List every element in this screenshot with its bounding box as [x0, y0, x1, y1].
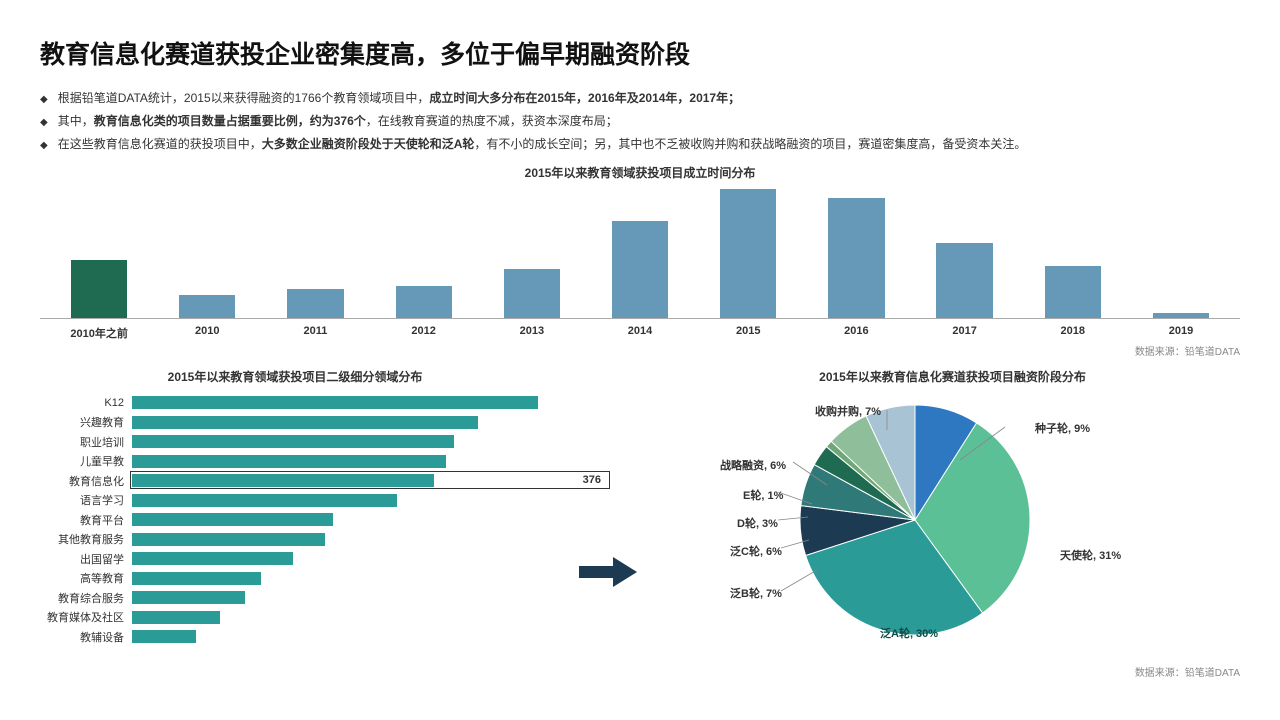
bullet-2: 其中，教育信息化类的项目数量占据重要比例，约为376个，在线教育赛道的热度不减，…: [40, 112, 1240, 129]
left-hbar-chart: 2015年以来教育领域获投项目二级细分领域分布 K12兴趣教育职业培训儿童早教教…: [40, 368, 550, 675]
bar-label: 2010: [153, 325, 261, 341]
bar-label: 2019: [1127, 325, 1235, 341]
pie-label: 泛B轮, 7%: [730, 585, 782, 601]
left-chart-title: 2015年以来教育领域获投项目二级细分领域分布: [40, 368, 550, 385]
hbar-row: 其他教育服务: [40, 530, 550, 550]
arrow-icon: [565, 368, 650, 675]
bar-label: 2010年之前: [45, 325, 153, 341]
pie-label: 泛A轮, 30%: [880, 625, 938, 641]
pie-label: 天使轮, 31%: [1060, 547, 1121, 563]
hbar-row: 语言学习: [40, 491, 550, 511]
hbar-row: 教育综合服务: [40, 588, 550, 608]
pie-chart: 2015年以来教育信息化赛道获投项目融资阶段分布 种子轮, 9% 天使轮, 31%…: [665, 368, 1240, 675]
pie-label: 战略融资, 6%: [720, 457, 786, 473]
top-source: 数据来源：铅笔道DATA: [40, 343, 1240, 358]
hbar-row: 兴趣教育: [40, 413, 550, 433]
bullet-1: 根据铅笔道DATA统计，2015以来获得融资的1766个教育领域项目中，成立时间…: [40, 89, 1240, 106]
pie-label: E轮, 1%: [743, 487, 783, 503]
hbar-row: 儿童早教: [40, 452, 550, 472]
hbar-row: 教育媒体及社区: [40, 608, 550, 628]
pie-label: 收购并购, 7%: [815, 403, 881, 419]
bar-label: 2011: [261, 325, 369, 341]
hbar-row: 教育平台: [40, 510, 550, 530]
top-chart-title: 2015年以来教育领域获投项目成立时间分布: [40, 164, 1240, 181]
bar-label: 2018: [1019, 325, 1127, 341]
hbar-row: 教辅设备: [40, 627, 550, 647]
pie-label: 种子轮, 9%: [1035, 420, 1090, 436]
pie-label: D轮, 3%: [737, 515, 778, 531]
bar-label: 2012: [370, 325, 478, 341]
hbar-row: 教育信息化376: [40, 471, 550, 491]
bullet-list: 根据铅笔道DATA统计，2015以来获得融资的1766个教育领域项目中，成立时间…: [40, 89, 1240, 152]
bar-label: 2014: [586, 325, 694, 341]
hbar-row: 高等教育: [40, 569, 550, 589]
bullet-3: 在这些教育信息化赛道的获投项目中，大多数企业融资阶段处于天使轮和泛A轮，有不小的…: [40, 135, 1240, 152]
bar-label: 2017: [911, 325, 1019, 341]
page-title: 教育信息化赛道获投企业密集度高，多位于偏早期融资阶段: [40, 35, 1240, 71]
pie-chart-title: 2015年以来教育信息化赛道获投项目融资阶段分布: [665, 368, 1240, 385]
hbar-row: 职业培训: [40, 432, 550, 452]
bar-label: 2016: [802, 325, 910, 341]
hbar-row: 出国留学: [40, 549, 550, 569]
bar-label: 2013: [478, 325, 586, 341]
pie-source: 数据来源：铅笔道DATA: [1135, 664, 1240, 679]
bar-label: 2015: [694, 325, 802, 341]
top-bar-chart: 2015年以来教育领域获投项目成立时间分布 2010年之前20102011201…: [40, 164, 1240, 358]
hbar-row: K12: [40, 393, 550, 413]
pie-label: 泛C轮, 6%: [730, 543, 782, 559]
